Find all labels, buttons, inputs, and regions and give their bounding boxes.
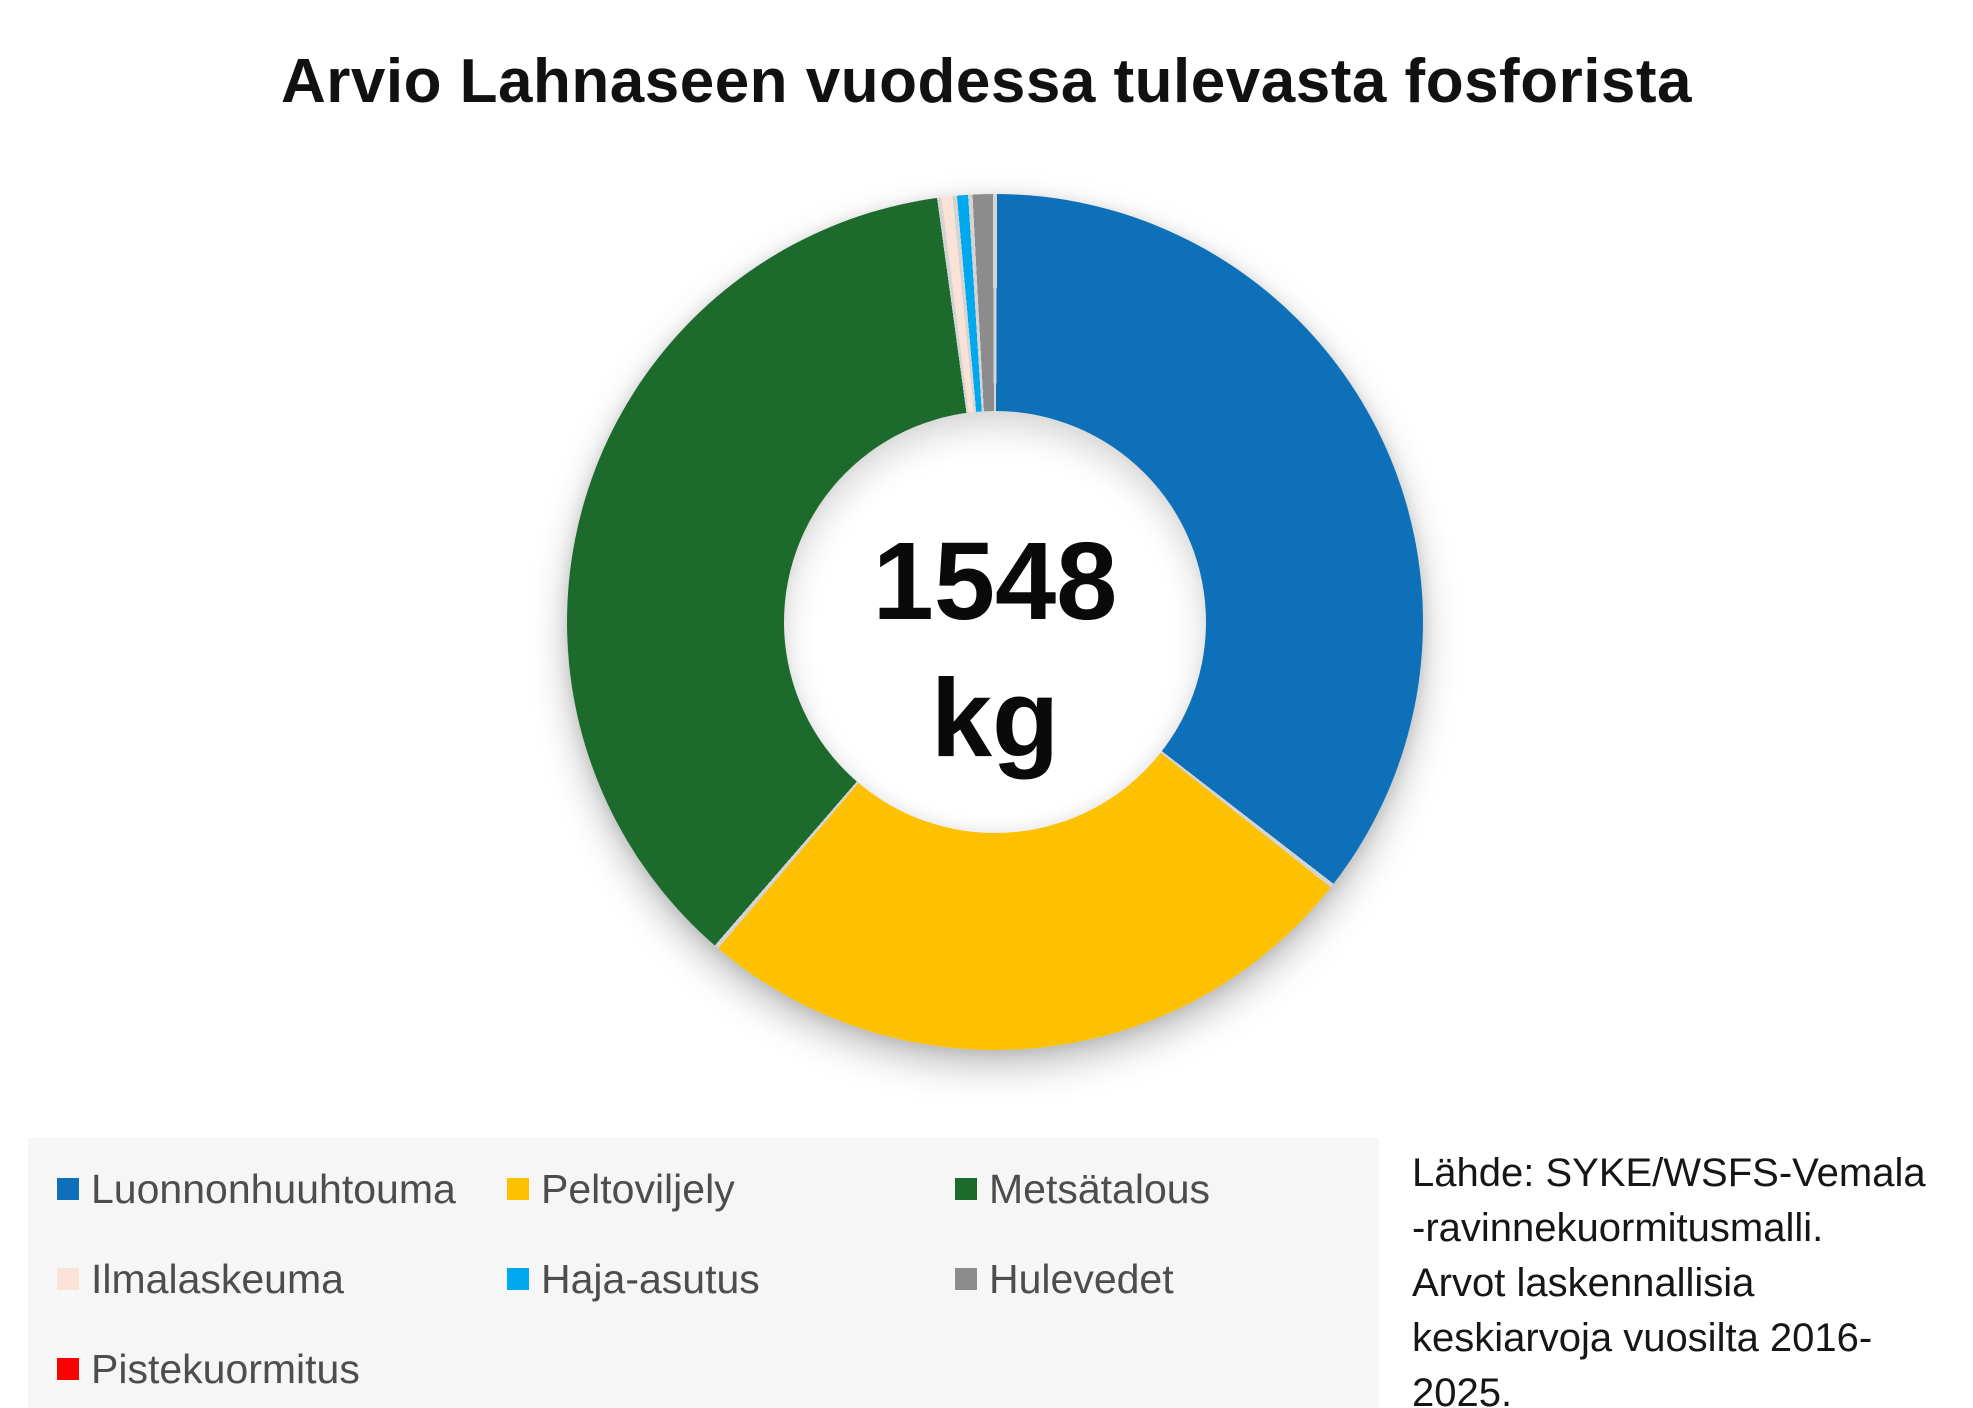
legend-item-peltoviljely: Peltoviljely [507, 1165, 735, 1212]
legend-label-pistekuormitus: Pistekuormitus [91, 1345, 360, 1392]
center-total-unit: kg [930, 657, 1060, 780]
metsatalous-swatch [955, 1178, 977, 1200]
legend-label-haja-asutus: Haja-asutus [541, 1255, 760, 1302]
legend-label-ilmalaskeuma: Ilmalaskeuma [91, 1255, 344, 1302]
donut-chart: 1548 kg [567, 194, 1423, 1050]
donut-hole: 1548 kg [784, 411, 1206, 833]
legend-item-hulevedet: Hulevedet [955, 1255, 1174, 1302]
hulevedet-swatch [955, 1268, 977, 1290]
legend-panel: Luonnonhuuhtouma Peltoviljely Metsätalous I… [28, 1138, 1379, 1408]
legend-item-metsatalous: Metsätalous [955, 1165, 1211, 1212]
luonnonhuuhtouma-swatch [57, 1178, 79, 1200]
legend-label-metsatalous: Metsätalous [989, 1165, 1211, 1212]
legend-label-luonnonhuuhtouma: Luonnonhuuhtouma [91, 1165, 456, 1212]
legend-item-ilmalaskeuma: Ilmalaskeuma [57, 1255, 344, 1302]
center-total-value: 1548 [872, 519, 1118, 643]
center-total: 1548 kg [873, 513, 1118, 788]
haja-asutus-swatch [507, 1268, 529, 1290]
chart-title: Arvio Lahnaseen vuodessa tulevasta fosfo… [280, 47, 1693, 116]
legend-label-hulevedet: Hulevedet [989, 1255, 1174, 1302]
pistekuormitus-swatch [57, 1358, 79, 1380]
source-note: Lähde: SYKE/WSFS-Vemala -ravinnekuormitu… [1412, 1151, 1926, 1408]
ilmalaskeuma-swatch [57, 1268, 79, 1290]
legend-item-luonnonhuuhtouma: Luonnonhuuhtouma [57, 1165, 456, 1212]
legend-item-haja-asutus: Haja-asutus [507, 1255, 760, 1302]
legend-label-peltoviljely: Peltoviljely [541, 1165, 735, 1212]
legend-item-pistekuormitus: Pistekuormitus [57, 1345, 360, 1392]
peltoviljely-swatch [507, 1178, 529, 1200]
